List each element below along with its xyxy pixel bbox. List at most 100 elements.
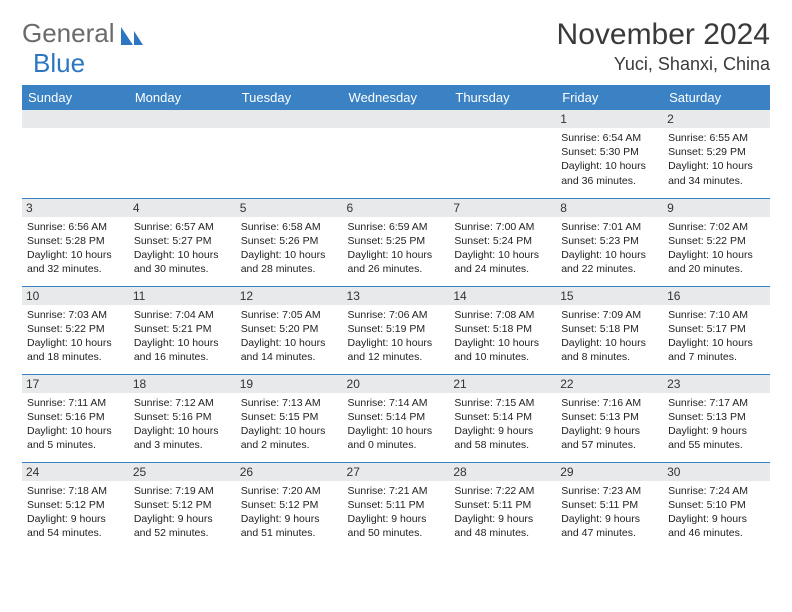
day-number: 24 (22, 463, 129, 481)
day-info: Sunrise: 7:18 AMSunset: 5:12 PMDaylight:… (27, 484, 124, 541)
day-info: Sunrise: 7:16 AMSunset: 5:13 PMDaylight:… (561, 396, 658, 453)
brand-logo: General (22, 18, 145, 49)
day-number: 29 (556, 463, 663, 481)
day-number: 13 (343, 287, 450, 305)
day-number: 3 (22, 199, 129, 217)
empty-cell (343, 110, 450, 198)
day-cell: 29 Sunrise: 7:23 AMSunset: 5:11 PMDayligh… (556, 462, 663, 550)
calendar-table: Sunday Monday Tuesday Wednesday Thursday… (22, 85, 770, 550)
day-cell: 15 Sunrise: 7:09 AMSunset: 5:18 PMDayligh… (556, 286, 663, 374)
day-info: Sunrise: 6:57 AMSunset: 5:27 PMDaylight:… (134, 220, 231, 277)
weekday-fri: Friday (556, 85, 663, 110)
day-number: 9 (663, 199, 770, 217)
day-number: 17 (22, 375, 129, 393)
day-info: Sunrise: 6:56 AMSunset: 5:28 PMDaylight:… (27, 220, 124, 277)
day-cell: 9 Sunrise: 7:02 AMSunset: 5:22 PMDaylight… (663, 198, 770, 286)
empty-cell (22, 110, 129, 198)
day-number: 16 (663, 287, 770, 305)
day-info: Sunrise: 7:05 AMSunset: 5:20 PMDaylight:… (241, 308, 338, 365)
day-cell: 27Sunrise: 7:21 AMSunset: 5:11 PMDayligh… (343, 462, 450, 550)
day-number: 10 (22, 287, 129, 305)
day-cell: 20 Sunrise: 7:14 AMSunset: 5:14 PMDayligh… (343, 374, 450, 462)
day-cell: 13 Sunrise: 7:06 AMSunset: 5:19 PMDayligh… (343, 286, 450, 374)
empty-cell (449, 110, 556, 198)
weekday-sun: Sunday (22, 85, 129, 110)
day-number: 2 (663, 110, 770, 128)
day-number: 7 (449, 199, 556, 217)
day-info: Sunrise: 7:19 AMSunset: 5:12 PMDaylight:… (134, 484, 231, 541)
day-number: 21 (449, 375, 556, 393)
day-cell: 21 Sunrise: 7:15 AMSunset: 5:14 PMDayligh… (449, 374, 556, 462)
day-cell: 19Sunrise: 7:13 AMSunset: 5:15 PMDayligh… (236, 374, 343, 462)
day-info: Sunrise: 7:08 AMSunset: 5:18 PMDaylight:… (454, 308, 551, 365)
day-cell: 4 Sunrise: 6:57 AMSunset: 5:27 PMDaylight… (129, 198, 236, 286)
day-info: Sunrise: 6:54 AMSunset: 5:30 PMDaylight:… (561, 131, 658, 188)
sail-icon (119, 25, 145, 47)
day-info: Sunrise: 7:15 AMSunset: 5:14 PMDaylight:… (454, 396, 551, 453)
month-year: November 2024 (557, 18, 770, 52)
day-info: Sunrise: 7:23 AMSunset: 5:11 PMDaylight:… (561, 484, 658, 541)
day-info: Sunrise: 7:09 AMSunset: 5:18 PMDaylight:… (561, 308, 658, 365)
location: Yuci, Shanxi, China (557, 54, 770, 75)
calendar-row: 3 Sunrise: 6:56 AMSunset: 5:28 PMDaylight… (22, 198, 770, 286)
day-cell: 25 Sunrise: 7:19 AMSunset: 5:12 PMDayligh… (129, 462, 236, 550)
day-number: 12 (236, 287, 343, 305)
empty-cell (129, 110, 236, 198)
day-cell: 18Sunrise: 7:12 AMSunset: 5:16 PMDayligh… (129, 374, 236, 462)
day-info: Sunrise: 7:06 AMSunset: 5:19 PMDaylight:… (348, 308, 445, 365)
day-number: 26 (236, 463, 343, 481)
day-info: Sunrise: 7:24 AMSunset: 5:10 PMDaylight:… (668, 484, 765, 541)
day-cell: 22 Sunrise: 7:16 AMSunset: 5:13 PMDayligh… (556, 374, 663, 462)
day-number: 23 (663, 375, 770, 393)
day-info: Sunrise: 7:00 AMSunset: 5:24 PMDaylight:… (454, 220, 551, 277)
day-info: Sunrise: 7:17 AMSunset: 5:13 PMDaylight:… (668, 396, 765, 453)
day-info: Sunrise: 7:11 AMSunset: 5:16 PMDaylight:… (27, 396, 124, 453)
header: General November 2024 Yuci, Shanxi, Chin… (22, 18, 770, 75)
calendar-body: 1 Sunrise: 6:54 AMSunset: 5:30 PMDaylight… (22, 110, 770, 550)
day-cell: 7 Sunrise: 7:00 AMSunset: 5:24 PMDaylight… (449, 198, 556, 286)
day-cell: 16 Sunrise: 7:10 AMSunset: 5:17 PMDayligh… (663, 286, 770, 374)
day-info: Sunrise: 7:22 AMSunset: 5:11 PMDaylight:… (454, 484, 551, 541)
weekday-wed: Wednesday (343, 85, 450, 110)
day-number: 28 (449, 463, 556, 481)
calendar-row: 24 Sunrise: 7:18 AMSunset: 5:12 PMDayligh… (22, 462, 770, 550)
weekday-thu: Thursday (449, 85, 556, 110)
day-info: Sunrise: 7:03 AMSunset: 5:22 PMDaylight:… (27, 308, 124, 365)
day-cell: 1 Sunrise: 6:54 AMSunset: 5:30 PMDaylight… (556, 110, 663, 198)
calendar-row: 1 Sunrise: 6:54 AMSunset: 5:30 PMDaylight… (22, 110, 770, 198)
day-info: Sunrise: 6:58 AMSunset: 5:26 PMDaylight:… (241, 220, 338, 277)
day-info: Sunrise: 7:01 AMSunset: 5:23 PMDaylight:… (561, 220, 658, 277)
day-number: 8 (556, 199, 663, 217)
day-number: 20 (343, 375, 450, 393)
day-cell: 23 Sunrise: 7:17 AMSunset: 5:13 PMDayligh… (663, 374, 770, 462)
day-number: 15 (556, 287, 663, 305)
day-cell: 11Sunrise: 7:04 AMSunset: 5:21 PMDayligh… (129, 286, 236, 374)
day-cell: 10 Sunrise: 7:03 AMSunset: 5:22 PMDayligh… (22, 286, 129, 374)
day-cell: 28 Sunrise: 7:22 AMSunset: 5:11 PMDayligh… (449, 462, 556, 550)
day-info: Sunrise: 7:13 AMSunset: 5:15 PMDaylight:… (241, 396, 338, 453)
day-number: 18 (129, 375, 236, 393)
day-info: Sunrise: 7:02 AMSunset: 5:22 PMDaylight:… (668, 220, 765, 277)
day-cell: 6 Sunrise: 6:59 AMSunset: 5:25 PMDaylight… (343, 198, 450, 286)
day-cell: 12 Sunrise: 7:05 AMSunset: 5:20 PMDayligh… (236, 286, 343, 374)
day-info: Sunrise: 6:59 AMSunset: 5:25 PMDaylight:… (348, 220, 445, 277)
day-number: 25 (129, 463, 236, 481)
day-info: Sunrise: 7:14 AMSunset: 5:14 PMDaylight:… (348, 396, 445, 453)
day-number: 11 (129, 287, 236, 305)
day-info: Sunrise: 7:20 AMSunset: 5:12 PMDaylight:… (241, 484, 338, 541)
calendar-row: 17 Sunrise: 7:11 AMSunset: 5:16 PMDayligh… (22, 374, 770, 462)
day-number: 30 (663, 463, 770, 481)
day-number: 22 (556, 375, 663, 393)
day-number: 6 (343, 199, 450, 217)
title-block: November 2024 Yuci, Shanxi, China (557, 18, 770, 75)
weekday-header-row: Sunday Monday Tuesday Wednesday Thursday… (22, 85, 770, 110)
day-cell: 30 Sunrise: 7:24 AMSunset: 5:10 PMDayligh… (663, 462, 770, 550)
day-cell: 14Sunrise: 7:08 AMSunset: 5:18 PMDayligh… (449, 286, 556, 374)
brand-part2: Blue (33, 48, 85, 79)
day-number: 5 (236, 199, 343, 217)
day-cell: 26 Sunrise: 7:20 AMSunset: 5:12 PMDayligh… (236, 462, 343, 550)
day-info: Sunrise: 7:10 AMSunset: 5:17 PMDaylight:… (668, 308, 765, 365)
day-number: 1 (556, 110, 663, 128)
day-number: 4 (129, 199, 236, 217)
calendar-row: 10 Sunrise: 7:03 AMSunset: 5:22 PMDayligh… (22, 286, 770, 374)
